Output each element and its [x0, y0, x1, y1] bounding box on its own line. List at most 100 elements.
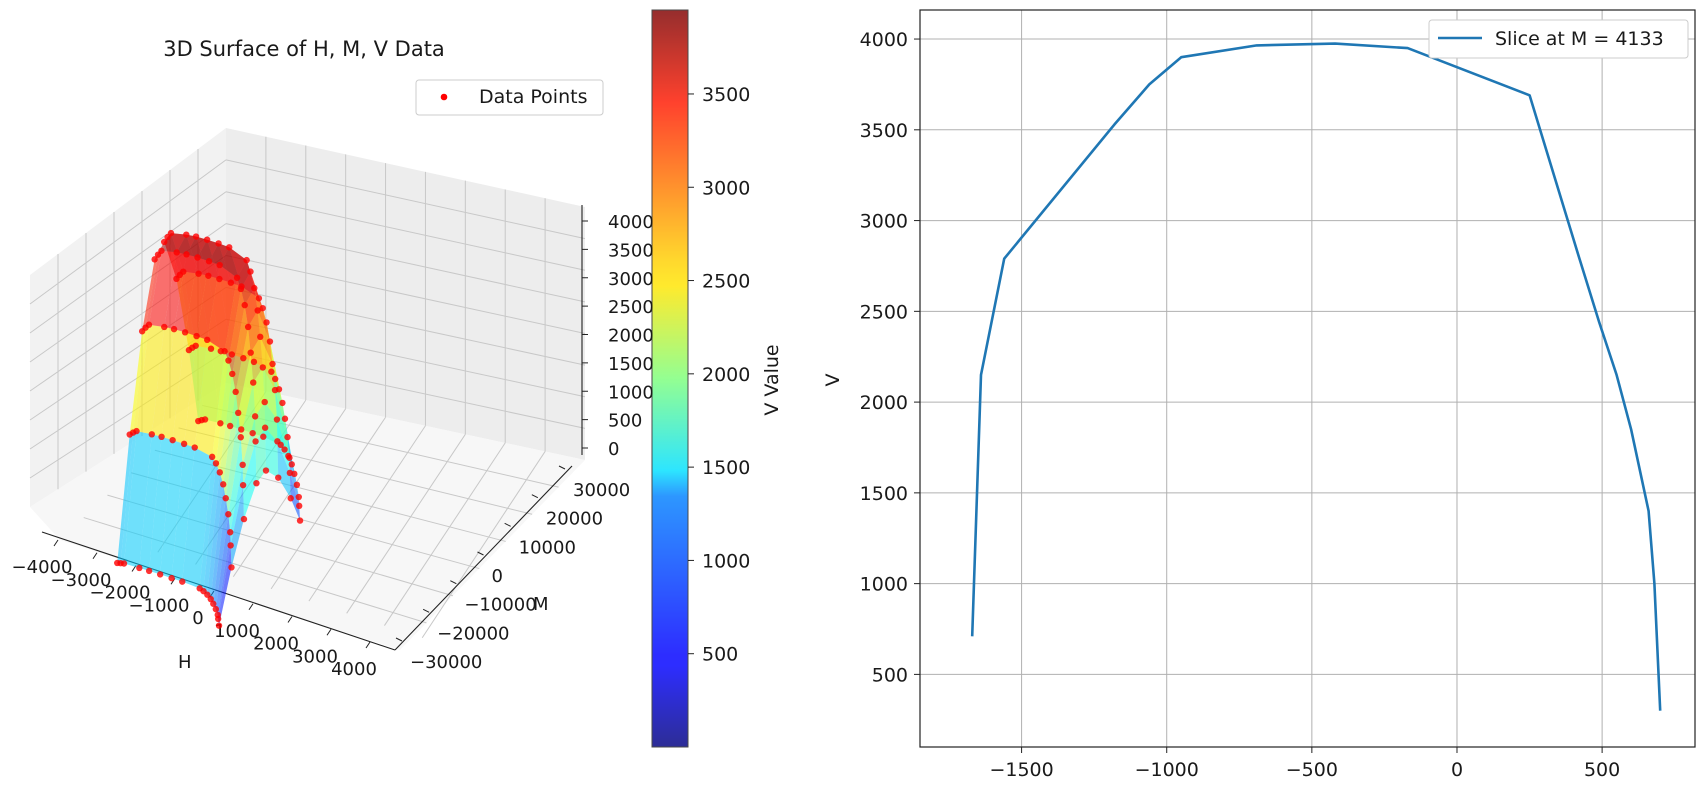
data-point	[287, 495, 294, 502]
data-point	[207, 345, 215, 352]
surface-facet	[120, 431, 137, 564]
data-point	[195, 270, 202, 277]
data-point	[169, 436, 176, 444]
data-point	[158, 247, 165, 254]
data-point	[216, 469, 223, 476]
floor-gridline	[270, 416, 386, 590]
data-point	[181, 329, 189, 336]
surface-facet	[212, 351, 229, 464]
data-point	[295, 493, 302, 501]
x-tick-label: −500	[1286, 759, 1338, 781]
data-point	[251, 284, 258, 292]
y-tick-label: 3500	[860, 120, 908, 142]
surface-facet	[142, 254, 159, 332]
data-point	[241, 301, 248, 309]
data-point	[227, 542, 234, 549]
data-point	[233, 274, 241, 281]
data-point	[161, 323, 168, 331]
y-tick-label-3d: 10000	[519, 537, 576, 558]
data-point	[167, 229, 175, 237]
data-point	[286, 469, 294, 477]
data-point	[252, 438, 259, 445]
data-point	[249, 429, 256, 437]
surface-facet	[207, 265, 238, 352]
surface-facet	[136, 324, 165, 435]
surface-facet	[217, 532, 231, 619]
line-chart-legend-box	[1428, 19, 1689, 59]
surface-facet	[215, 514, 231, 615]
z-tick-label-3d: 4000	[608, 212, 654, 233]
data-point	[253, 479, 260, 487]
data-point	[133, 427, 140, 435]
surface-facet	[129, 327, 146, 435]
surface-facet	[223, 391, 239, 499]
data-point	[183, 251, 190, 258]
data-point	[273, 416, 281, 423]
data-point	[220, 481, 227, 488]
x-axis-label-3d: H	[178, 652, 192, 673]
y-tick-label-3d: 30000	[573, 480, 630, 501]
data-point	[247, 268, 254, 275]
data-point	[229, 370, 236, 378]
data-point	[271, 386, 279, 394]
surface-facet	[213, 498, 229, 610]
y-tick-label-3d: −20000	[437, 623, 509, 644]
y-tick-label: 2000	[860, 392, 908, 414]
data-point	[257, 333, 264, 341]
data-point	[204, 591, 211, 598]
colorbar-tick-label: 1500	[702, 457, 750, 479]
data-point	[239, 461, 246, 469]
colorbar-tick-label: 2000	[702, 364, 750, 386]
data-point	[228, 351, 236, 358]
line-chart-y-label: V	[822, 374, 844, 387]
data-point	[263, 319, 270, 326]
data-point	[259, 364, 266, 371]
surface-facet	[196, 261, 220, 340]
y-tick-mark-3d	[422, 608, 430, 613]
surface-facet	[207, 472, 224, 600]
surface-facet	[230, 464, 244, 546]
data-point	[251, 413, 259, 420]
data-point	[259, 304, 266, 312]
data-point	[208, 453, 216, 461]
data-point	[207, 595, 214, 603]
surface-facet	[133, 324, 149, 433]
surface-legend-box	[415, 79, 604, 116]
surface-facet	[194, 339, 225, 457]
data-point	[168, 574, 175, 582]
x-tick-mark-3d	[92, 552, 98, 560]
data-point	[212, 605, 220, 613]
surface-facet	[218, 545, 232, 626]
surface-facet	[248, 310, 261, 353]
x-tick-label: 0	[1451, 759, 1463, 781]
data-point	[203, 236, 211, 243]
data-point	[192, 342, 199, 349]
data-point	[281, 446, 288, 453]
surface-facet	[264, 402, 278, 442]
surface-facet	[151, 326, 175, 437]
data-point	[254, 307, 261, 314]
x-tick-label-3d: −4000	[12, 557, 73, 578]
surface-legend: Data Points	[415, 79, 604, 116]
floor-gridline	[308, 425, 426, 602]
x-tick-label: −1500	[989, 759, 1053, 781]
data-point	[160, 238, 168, 246]
surface-facet	[262, 367, 277, 420]
side-wall-gridline	[29, 159, 227, 305]
surface-facet	[171, 443, 195, 582]
data-point	[237, 426, 245, 433]
colorbar-tick-label: 500	[702, 644, 738, 666]
line-chart-legend-label: Slice at M = 4133	[1495, 28, 1664, 50]
data-point	[191, 444, 198, 451]
data-point	[228, 564, 235, 571]
surface-facet	[224, 277, 241, 361]
y-tick-label: 2500	[860, 301, 908, 323]
data-point	[173, 249, 180, 256]
colorbar-tick-label: 3000	[702, 177, 750, 199]
data-point	[275, 474, 282, 481]
surface-facet	[160, 440, 185, 579]
y-tick-label: 3000	[860, 211, 908, 233]
colorbar-gradient	[651, 9, 689, 748]
data-point	[240, 354, 247, 362]
